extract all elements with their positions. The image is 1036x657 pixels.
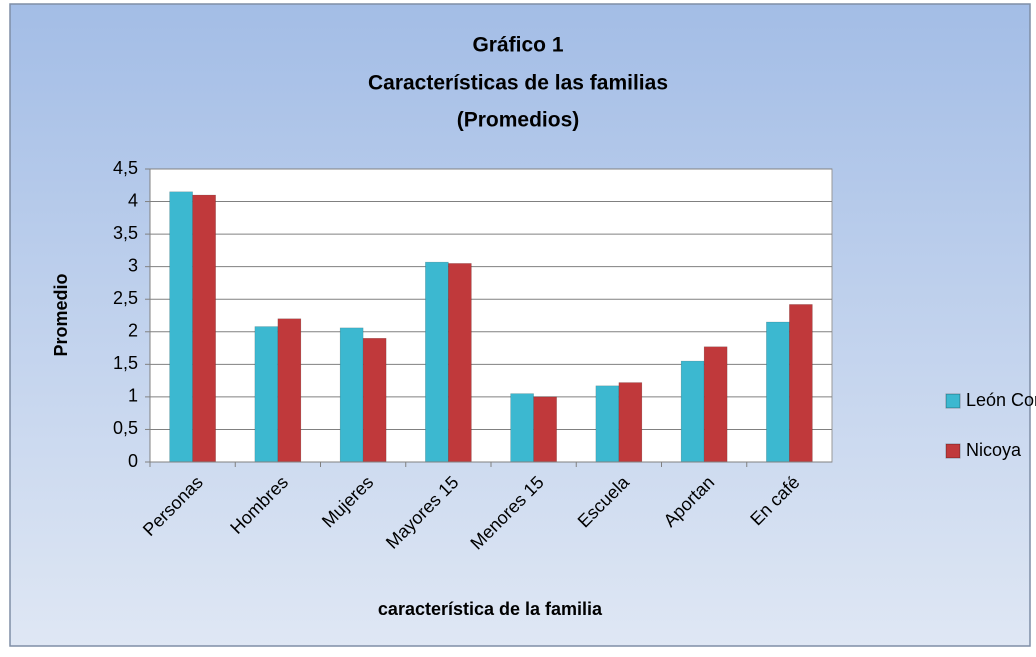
bar	[277, 318, 302, 463]
y-tick-label: 4	[128, 190, 138, 210]
bar	[533, 396, 557, 463]
y-tick-label: 3,5	[113, 223, 138, 243]
y-tick-label: 1,5	[113, 353, 138, 373]
chart-title: Gráfico 1	[472, 34, 563, 57]
legend-swatch	[945, 443, 961, 459]
bar	[362, 338, 387, 463]
y-tick-label: 0,5	[113, 418, 138, 438]
y-axis-title: Promedio	[51, 273, 71, 356]
plot-area	[149, 168, 833, 463]
bar	[680, 360, 705, 463]
bar	[766, 321, 790, 463]
bar	[192, 194, 216, 463]
bar	[618, 382, 643, 463]
legend-label: Nicoya	[966, 440, 1022, 460]
chart-title: (Promedios)	[457, 109, 580, 132]
bar	[339, 327, 364, 463]
bar	[703, 346, 728, 463]
x-axis-title: característica de la familia	[378, 599, 603, 619]
y-tick-label: 1	[128, 386, 138, 406]
y-tick-label: 2	[128, 321, 138, 341]
bar	[595, 385, 620, 463]
legend-label: León Cortés	[966, 390, 1036, 410]
bar	[169, 191, 193, 463]
bar	[789, 304, 813, 463]
bar	[254, 326, 279, 463]
y-tick-label: 3	[128, 255, 138, 275]
bar	[448, 263, 472, 463]
bar	[510, 393, 534, 463]
y-tick-label: 2,5	[113, 288, 138, 308]
y-tick-label: 4,5	[113, 158, 138, 178]
bar	[425, 261, 449, 463]
chart-title: Características de las familias	[368, 72, 668, 95]
legend-swatch	[945, 393, 961, 409]
y-tick-label: 0	[128, 451, 138, 471]
